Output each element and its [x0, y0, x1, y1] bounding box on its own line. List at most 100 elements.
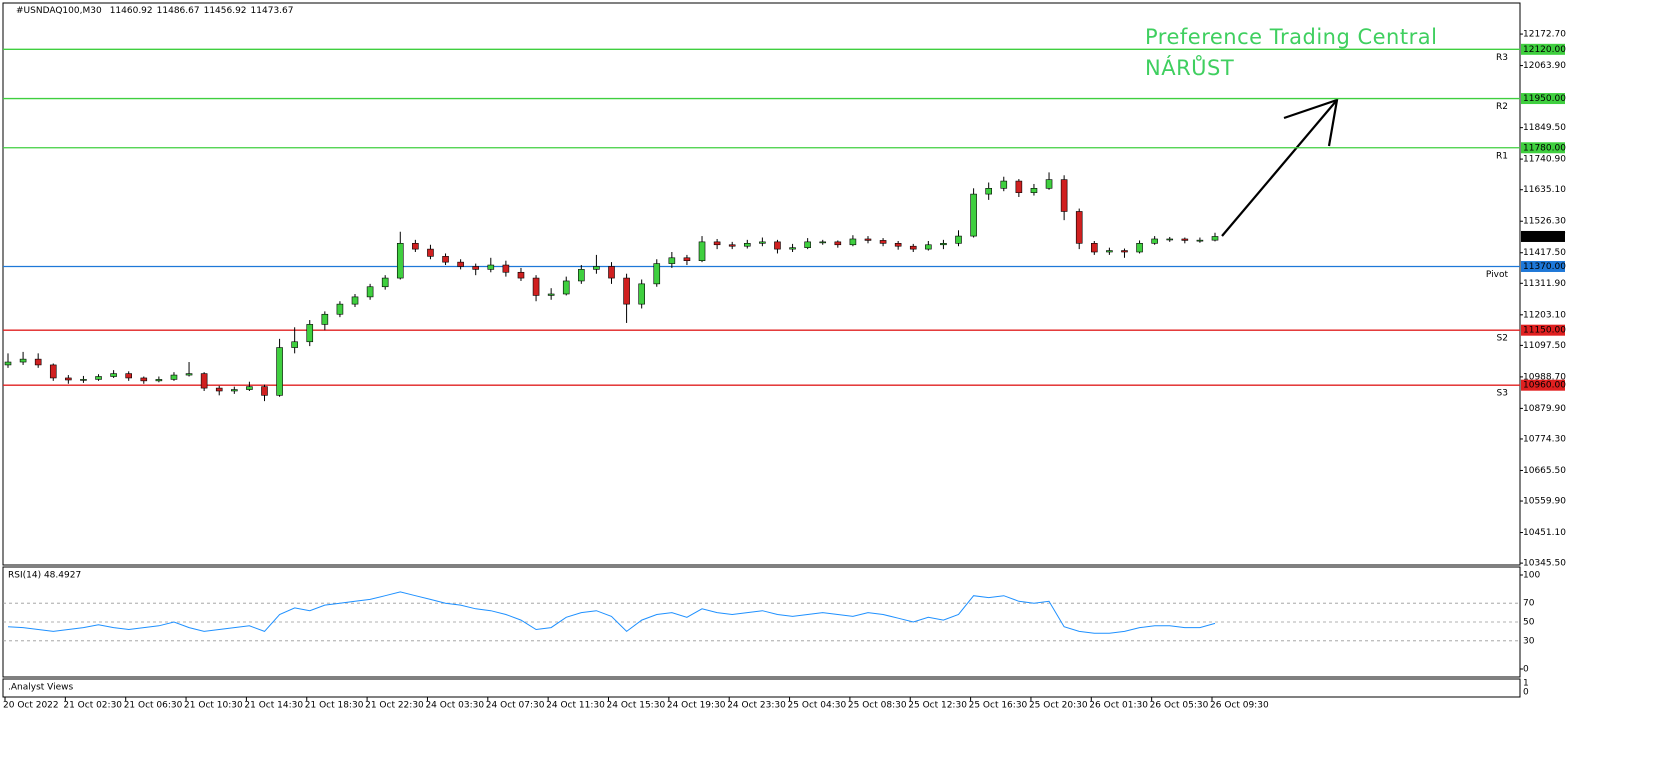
candle-body: [276, 347, 283, 396]
candle-body: [80, 379, 87, 381]
y-tick-label: 10988.70: [1523, 372, 1566, 382]
x-tick-label: 25 Oct 16:30: [969, 701, 1028, 711]
candle-body: [638, 283, 645, 305]
level-label: 12120.00: [1523, 45, 1566, 55]
y-tick-label: 12172.70: [1523, 30, 1566, 40]
indicator-tick-label: 1: [1523, 679, 1529, 689]
candle-body: [49, 364, 57, 379]
level-box: [1521, 260, 1565, 272]
candle-body: [728, 244, 736, 247]
candle-body: [1075, 211, 1083, 244]
annotation: NÁRŮST: [1145, 54, 1234, 80]
rsi-tick-label: 0: [1523, 665, 1529, 675]
candle-body: [970, 193, 977, 237]
candle-body: [804, 241, 811, 248]
close: 11473.67: [251, 6, 294, 16]
candle-body: [200, 373, 208, 389]
x-tick-label: 21 Oct 06:30: [124, 701, 183, 711]
low: 11456.92: [204, 6, 247, 16]
x-tick-label: 24 Oct 07:30: [486, 701, 545, 711]
level-name: R3: [1496, 53, 1508, 63]
y-tick-label: 12063.90: [1523, 61, 1566, 71]
annotation: Preference Trading Central: [1145, 25, 1437, 49]
level-box: [1521, 324, 1565, 336]
candle-body: [623, 277, 630, 305]
header: #USNDAQ100,M30 11460.92 11486.67 11456.92 11…: [16, 6, 294, 16]
candle-body: [879, 240, 887, 244]
main-panel: [2, 2, 1521, 566]
y-tick-label: 11417.50: [1523, 248, 1566, 258]
candle-body: [955, 235, 962, 244]
candle-body: [487, 264, 495, 270]
x-tick-label: 21 Oct 18:30: [305, 701, 364, 711]
level-label: 11150.00: [1523, 326, 1566, 336]
candle-body: [140, 377, 148, 382]
level-label: 11950.00: [1523, 94, 1566, 104]
symbol: #USNDAQ100,M30: [16, 6, 102, 16]
candle-body: [231, 389, 238, 392]
candle-body: [366, 286, 374, 298]
candle-body: [1196, 239, 1204, 242]
level-box: [1521, 93, 1565, 105]
candle-body: [532, 277, 540, 296]
candle-body: [849, 238, 857, 246]
level-name: R1: [1496, 151, 1508, 161]
candle-body: [683, 257, 691, 261]
x-tick-label: 20 Oct 2022: [3, 701, 59, 711]
candle-body: [472, 266, 480, 270]
candle-body: [34, 358, 42, 366]
y-tick-label: 11526.30: [1523, 217, 1566, 227]
candle-body: [1030, 188, 1038, 193]
candle-body: [789, 247, 796, 250]
rsi-line: [7, 591, 1216, 634]
candle-body: [562, 280, 570, 295]
current-price: 11473.67: [1523, 232, 1566, 242]
y-tick-label: 10879.90: [1523, 404, 1566, 414]
candle-body: [517, 271, 525, 279]
candle-body: [1151, 238, 1158, 244]
indicator-title: .Analyst Views: [8, 683, 73, 693]
candle-body: [125, 373, 132, 379]
level-box: [1521, 379, 1565, 391]
candle-body: [351, 296, 359, 305]
candle-body: [819, 241, 827, 244]
candle-body: [65, 377, 72, 381]
candle-body: [909, 245, 917, 250]
x-tick-label: 26 Oct 09:30: [1210, 701, 1269, 711]
candle-body: [1091, 243, 1098, 253]
candle-body: [396, 243, 404, 279]
candle-body: [291, 341, 298, 348]
arrow: [1221, 98, 1339, 237]
level-box: [1521, 43, 1565, 55]
candle-body: [1121, 250, 1128, 253]
candle-body: [381, 277, 389, 288]
price-box: [1521, 230, 1565, 242]
candle-body: [578, 269, 585, 282]
candle-body: [170, 374, 178, 380]
candle-body: [442, 256, 449, 263]
candle-body: [759, 241, 766, 244]
candle-body: [1015, 180, 1023, 193]
candle-body: [774, 241, 781, 250]
candle-body: [412, 243, 419, 250]
candle-body: [547, 293, 555, 296]
candle-body: [940, 243, 947, 246]
candle-body: [110, 373, 117, 377]
high: 11486.67: [157, 6, 200, 16]
y-tick-label: 11311.90: [1523, 279, 1566, 289]
level-label: 11370.00: [1523, 262, 1566, 272]
level-box: [1521, 142, 1565, 154]
level-name: S3: [1497, 389, 1508, 399]
candle-body: [1211, 236, 1219, 241]
candle-body: [834, 241, 842, 246]
level-label: 10960.00: [1523, 381, 1566, 391]
y-tick-label: 10774.30: [1523, 434, 1566, 444]
candle-body: [457, 261, 464, 267]
x-tick-label: 21 Oct 14:30: [244, 701, 303, 711]
y-tick-label: 11849.50: [1523, 123, 1566, 133]
candle-body: [502, 264, 510, 273]
candle-body: [95, 376, 102, 380]
candle-body: [985, 188, 992, 195]
candle-body: [1106, 250, 1113, 253]
